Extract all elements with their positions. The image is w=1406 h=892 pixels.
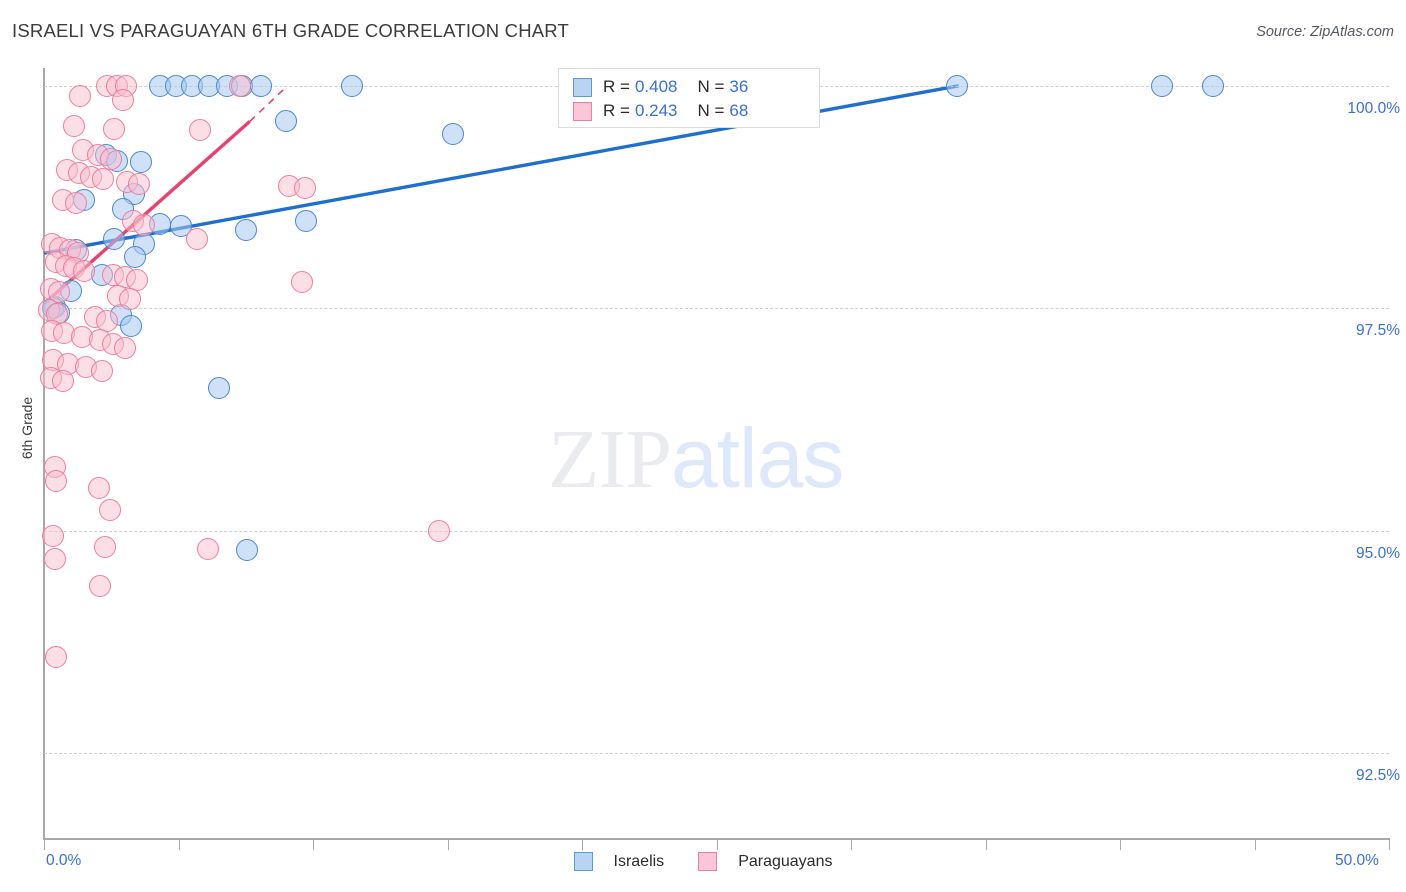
stats-legend: R = 0.408 N = 36 R = 0.243 N = 68 xyxy=(558,68,820,128)
x-tick xyxy=(985,838,987,850)
data-point-israelis[interactable] xyxy=(170,215,193,238)
data-point-paraguayans[interactable] xyxy=(43,548,66,571)
data-point-paraguayans[interactable] xyxy=(73,259,96,282)
data-point-israelis[interactable] xyxy=(341,74,363,97)
x-tick xyxy=(851,838,852,850)
trend-lines xyxy=(42,84,959,306)
data-point-israelis[interactable] xyxy=(129,151,152,174)
stats-legend-row-paraguayans: R = 0.243 N = 68 xyxy=(573,99,748,123)
series-legend-item-paraguayans[interactable]: Paraguayans xyxy=(698,852,832,871)
data-point-paraguayans[interactable] xyxy=(189,119,212,142)
x-tick xyxy=(178,838,180,850)
gridline xyxy=(44,753,1389,755)
data-point-paraguayans[interactable] xyxy=(88,477,111,500)
data-point-israelis[interactable] xyxy=(441,122,464,145)
data-point-paraguayans[interactable] xyxy=(428,519,451,542)
series-label-paraguayans: Paraguayans xyxy=(738,852,833,870)
data-point-israelis[interactable] xyxy=(207,377,230,400)
series-label-israelis: Israelis xyxy=(613,852,665,870)
x-tick xyxy=(716,838,718,850)
r-label-israelis: R = xyxy=(603,77,630,96)
stats-legend-row-israelis: R = 0.408 N = 36 xyxy=(573,75,748,99)
data-point-israelis[interactable] xyxy=(295,210,318,233)
data-point-paraguayans[interactable] xyxy=(186,227,209,250)
data-point-paraguayans[interactable] xyxy=(291,270,314,293)
data-point-israelis[interactable] xyxy=(236,539,259,562)
x-tick-label-min: 0.0% xyxy=(46,852,82,869)
legend-swatch-paraguayans xyxy=(573,101,592,121)
y-tick-label: 95.0% xyxy=(1356,544,1400,562)
y-tick-label: 92.5% xyxy=(1356,767,1400,785)
data-point-paraguayans[interactable] xyxy=(132,213,155,236)
x-tick xyxy=(44,838,45,850)
data-point-paraguayans[interactable] xyxy=(90,359,113,382)
data-point-paraguayans[interactable] xyxy=(62,114,85,137)
data-point-paraguayans[interactable] xyxy=(93,535,116,558)
data-point-paraguayans[interactable] xyxy=(113,337,136,360)
data-point-paraguayans[interactable] xyxy=(45,646,68,669)
n-label-israelis: N = xyxy=(697,77,725,96)
n-value-paraguayans: 68 xyxy=(729,101,749,120)
data-point-paraguayans[interactable] xyxy=(51,370,74,393)
gridline xyxy=(44,308,1389,310)
data-point-paraguayans[interactable] xyxy=(119,288,142,311)
x-tick xyxy=(1254,838,1256,850)
data-point-israelis[interactable] xyxy=(120,315,143,338)
data-point-israelis[interactable] xyxy=(275,110,298,133)
series-legend: Israelis Paraguayans xyxy=(0,852,1406,871)
x-tick-label-max: 50.0% xyxy=(1335,852,1379,869)
y-axis-label: 6th Grade xyxy=(19,396,35,460)
data-point-israelis[interactable] xyxy=(249,74,272,97)
data-point-paraguayans[interactable] xyxy=(197,537,220,560)
x-tick xyxy=(313,838,314,850)
x-tick xyxy=(447,838,449,850)
data-point-paraguayans[interactable] xyxy=(89,575,112,598)
series-swatch-paraguayans xyxy=(698,852,718,871)
x-tick xyxy=(582,838,583,850)
source-attribution: Source: ZipAtlas.com xyxy=(1256,24,1394,40)
data-point-paraguayans[interactable] xyxy=(92,168,115,191)
trend-line-extension-paraguayans xyxy=(249,85,288,122)
legend-swatch-israelis xyxy=(573,77,592,97)
data-point-paraguayans[interactable] xyxy=(42,525,65,548)
page-title: ISRAELI VS PARAGUAYAN 6TH GRADE CORRELAT… xyxy=(12,20,570,41)
r-value-paraguayans: 0.243 xyxy=(634,101,678,120)
data-point-paraguayans[interactable] xyxy=(112,89,135,112)
x-tick xyxy=(1389,838,1390,850)
data-point-paraguayans[interactable] xyxy=(128,172,151,195)
data-point-paraguayans[interactable] xyxy=(102,117,125,140)
data-point-paraguayans[interactable] xyxy=(229,74,252,97)
data-point-israelis[interactable] xyxy=(124,245,147,268)
series-legend-item-israelis[interactable]: Israelis xyxy=(573,852,665,871)
data-point-israelis[interactable] xyxy=(1201,74,1224,97)
n-label-paraguayans: N = xyxy=(697,101,725,120)
data-point-israelis[interactable] xyxy=(1150,74,1173,97)
plot-area xyxy=(38,68,1389,838)
gridline xyxy=(44,530,1389,532)
x-tick xyxy=(1120,838,1121,850)
series-swatch-israelis xyxy=(573,852,593,871)
data-point-paraguayans[interactable] xyxy=(100,147,123,170)
n-value-israelis: 36 xyxy=(729,77,749,96)
data-point-paraguayans[interactable] xyxy=(69,85,92,108)
data-point-israelis[interactable] xyxy=(102,227,125,250)
data-point-paraguayans[interactable] xyxy=(293,177,316,200)
r-value-israelis: 0.408 xyxy=(634,77,678,96)
data-point-paraguayans[interactable] xyxy=(45,470,68,493)
data-point-israelis[interactable] xyxy=(234,219,257,241)
y-axis-line xyxy=(43,68,45,839)
data-point-paraguayans[interactable] xyxy=(65,192,88,215)
y-tick-label: 100.0% xyxy=(1347,99,1400,117)
r-label-paraguayans: R = xyxy=(603,101,630,120)
y-tick-label: 97.5% xyxy=(1356,322,1400,340)
data-point-israelis[interactable] xyxy=(946,74,969,97)
data-point-paraguayans[interactable] xyxy=(98,498,121,521)
